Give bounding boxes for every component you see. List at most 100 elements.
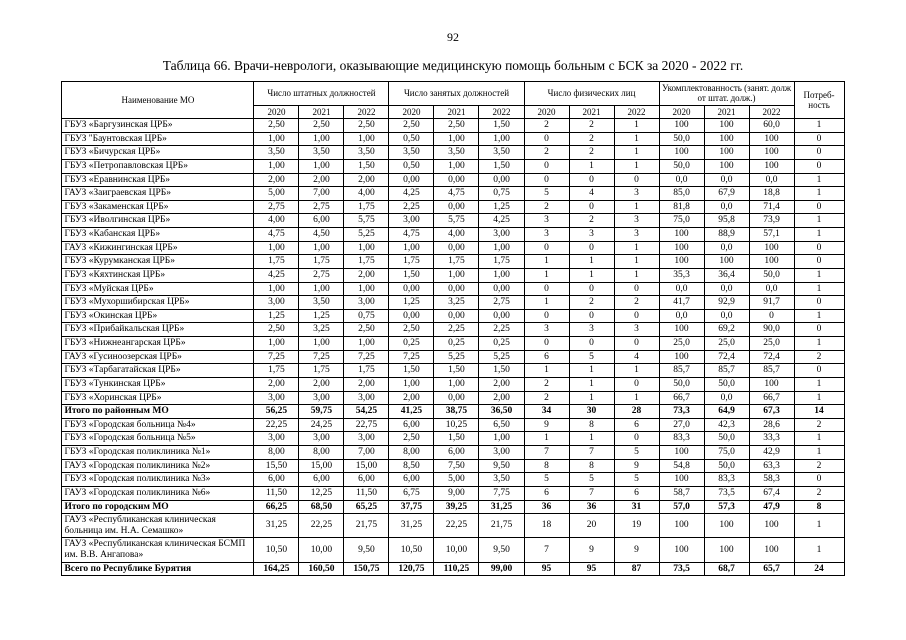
- mo-name-cell: ГБУЗ «Городская больница №4»: [61, 417, 255, 433]
- header-group-row: Наименование МО Число штатных должностей…: [61, 80, 845, 120]
- value-cell: 1,00: [253, 336, 300, 351]
- value-cell: 0: [568, 199, 615, 215]
- value-cell: 2,75: [253, 199, 300, 215]
- table-row: ГБУЗ "Баунтовская ЦРБ» 1,00 1,00 1,00 0,50 1,…: [61, 131, 845, 147]
- value-cell: 100: [658, 240, 705, 256]
- value-cell: 0: [793, 254, 845, 269]
- value-cell: 0,00: [478, 308, 525, 324]
- value-cell: 2,50: [298, 118, 345, 133]
- value-cell: 50,0: [748, 267, 795, 283]
- value-cell: 160,50: [298, 561, 345, 577]
- value-cell: 3,00: [478, 445, 525, 460]
- value-cell: 3: [568, 322, 615, 338]
- value-cell: 57,3: [703, 499, 750, 515]
- value-cell: 1: [613, 267, 660, 283]
- value-cell: 9,50: [478, 458, 525, 474]
- value-cell: 3,00: [478, 227, 525, 242]
- value-cell: 7,25: [388, 349, 435, 365]
- value-cell: 1: [568, 254, 615, 269]
- value-cell: 67,9: [703, 186, 750, 201]
- value-cell: 3,50: [298, 145, 345, 160]
- value-cell: 1,00: [433, 376, 480, 392]
- value-cell: 100: [658, 254, 705, 269]
- value-cell: 5,00: [253, 186, 300, 201]
- table-row: ГАУЗ «Гусиноозерская ЦРБ» 7,25 7,25 7,25 7,2…: [61, 349, 845, 365]
- value-cell: 9,50: [343, 537, 390, 563]
- value-cell: 1,00: [433, 158, 480, 174]
- value-cell: 5: [568, 472, 615, 487]
- value-cell: 2: [568, 145, 615, 160]
- col-header-staffing-level: Укомплектованность (занят. долж от штат.…: [658, 81, 795, 106]
- value-cell: 95: [568, 561, 615, 577]
- value-cell: 1: [793, 336, 845, 351]
- value-cell: 1: [568, 390, 615, 406]
- value-cell: 5: [568, 349, 615, 365]
- value-cell: 18,8: [748, 186, 795, 201]
- value-cell: 65,25: [343, 499, 390, 515]
- value-cell: 85,0: [658, 186, 705, 201]
- value-cell: 11,50: [253, 485, 300, 501]
- table-row: ГБУЗ «Тарбагатайская ЦРБ» 1,75 1,75 1,75 1,5…: [61, 363, 845, 378]
- value-cell: 1: [793, 537, 845, 563]
- value-cell: 4,00: [343, 186, 390, 201]
- value-cell: 9,00: [433, 485, 480, 501]
- value-cell: 1,00: [478, 267, 525, 283]
- value-cell: 3: [568, 227, 615, 242]
- mo-name-cell: Итого по районным МО: [61, 404, 255, 419]
- value-cell: 0,0: [658, 172, 705, 188]
- value-cell: 0: [793, 472, 845, 487]
- year-header: 2020: [523, 104, 570, 120]
- value-cell: 72,4: [748, 349, 795, 365]
- value-cell: 100: [703, 513, 750, 539]
- value-cell: 7,25: [253, 349, 300, 365]
- table-row: Итого по районным МО 56,25 59,75 54,25 41,25…: [61, 404, 845, 419]
- value-cell: 24,25: [298, 417, 345, 433]
- table-row: ГБУЗ «Петропавловская ЦРБ» 1,00 1,00 1,50 0,…: [61, 158, 845, 174]
- value-cell: 1,50: [343, 158, 390, 174]
- value-cell: 10,00: [433, 537, 480, 563]
- year-header: 2021: [298, 104, 345, 120]
- value-cell: 1,00: [298, 281, 345, 297]
- value-cell: 8: [793, 499, 845, 515]
- value-cell: 1,75: [253, 254, 300, 269]
- value-cell: 0: [793, 295, 845, 310]
- value-cell: 7,75: [478, 485, 525, 501]
- value-cell: 100: [658, 537, 705, 563]
- value-cell: 68,7: [703, 561, 750, 577]
- value-cell: 1: [793, 431, 845, 447]
- value-cell: 1: [523, 363, 570, 378]
- table-row: ГБУЗ «Городская поликлиника №3» 6,00 6,00 6…: [61, 472, 845, 487]
- value-cell: 21,75: [343, 513, 390, 539]
- value-cell: 2: [568, 213, 615, 229]
- value-cell: 7: [523, 445, 570, 460]
- value-cell: 73,5: [658, 561, 705, 577]
- value-cell: 1,50: [433, 431, 480, 447]
- value-cell: 8: [568, 417, 615, 433]
- value-cell: 6,00: [298, 472, 345, 487]
- value-cell: 5,25: [343, 227, 390, 242]
- value-cell: 8,00: [388, 445, 435, 460]
- table-row: ГАУЗ «Республиканская клиническая больни…: [61, 513, 845, 539]
- mo-name-cell: ГАУЗ «Гусиноозерская ЦРБ»: [61, 349, 255, 365]
- value-cell: 2,75: [298, 267, 345, 283]
- table-row: ГБУЗ «Еравнинская ЦРБ» 2,00 2,00 2,00 0,00 0,…: [61, 172, 845, 188]
- table-row: ГАУЗ «Городская поликлиника №6» 11,50 12,2…: [61, 485, 845, 501]
- value-cell: 59,75: [298, 404, 345, 419]
- value-cell: 8: [568, 458, 615, 474]
- value-cell: 1,25: [253, 308, 300, 324]
- value-cell: 25,0: [703, 336, 750, 351]
- mo-name-cell: ГАУЗ «Кижингинская ЦРБ»: [61, 240, 255, 256]
- value-cell: 1,00: [478, 240, 525, 256]
- mo-name-cell: ГБУЗ «Курумканская ЦРБ»: [61, 254, 255, 269]
- value-cell: 0,0: [703, 308, 750, 324]
- mo-name-cell: Итого по городским МО: [61, 499, 255, 515]
- value-cell: 1,75: [388, 254, 435, 269]
- value-cell: 0,00: [433, 390, 480, 406]
- mo-name-cell: ГАУЗ «Заиграевская ЦРБ»: [61, 186, 255, 201]
- value-cell: 1,75: [478, 254, 525, 269]
- value-cell: 8: [523, 458, 570, 474]
- value-cell: 35,3: [658, 267, 705, 283]
- value-cell: 3: [523, 322, 570, 338]
- mo-name-cell: ГБУЗ «Закаменская ЦРБ»: [61, 199, 255, 215]
- year-header: 2022: [343, 104, 390, 120]
